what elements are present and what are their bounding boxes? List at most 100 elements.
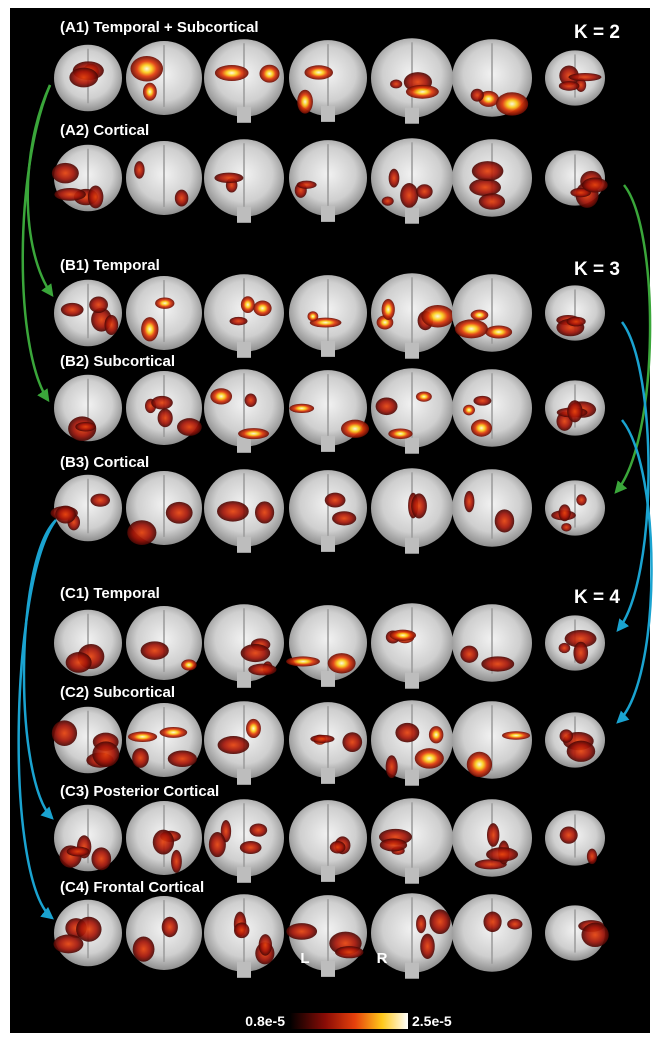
activation-blob [576, 494, 587, 506]
activation-blob [411, 493, 427, 519]
activation-blob [329, 841, 346, 854]
activation-blob [501, 731, 531, 740]
brainstem [405, 342, 419, 359]
activation-blob [385, 755, 398, 779]
activation-blob [558, 504, 571, 522]
activation-blob [381, 298, 395, 320]
activation-blob [66, 846, 90, 857]
activation-blob [246, 718, 261, 739]
brainstem [237, 436, 251, 453]
activation-blob [304, 65, 334, 80]
activation-blob [134, 161, 145, 179]
brainstem [321, 960, 335, 977]
activation-blob [558, 81, 580, 91]
row-label: (B3) Cortical [60, 454, 149, 471]
activation-blob [60, 302, 84, 317]
left-label: L [300, 950, 309, 967]
arrow [614, 184, 652, 494]
colorbar-max: 2.5e-5 [412, 1013, 452, 1029]
activation-blob [559, 65, 579, 86]
activation-blob [132, 936, 155, 962]
brainstem [321, 105, 335, 122]
colorbar [290, 1013, 408, 1029]
arrows [17, 84, 653, 920]
activation-blob [248, 663, 277, 676]
k-label: K = 2 [574, 22, 620, 43]
activation-blob [400, 183, 419, 208]
brainstem [405, 769, 419, 786]
brainstem [237, 768, 251, 785]
activation-blob [566, 316, 586, 327]
activation-blob [481, 656, 515, 672]
activation-blob [341, 419, 370, 438]
brainstem [321, 535, 335, 552]
activation-blob [249, 823, 268, 837]
brain-slices [50, 38, 609, 979]
activation-blob [573, 641, 589, 664]
activation-blob [567, 400, 583, 423]
row-label: (C3) Posterior Cortical [60, 783, 219, 800]
activation-blob [469, 178, 501, 197]
activation-blob [342, 732, 363, 753]
activation-blob [240, 643, 271, 663]
brainstem [405, 867, 419, 884]
activation-blob [69, 67, 99, 88]
activation-blob [581, 922, 609, 948]
arrow [616, 321, 650, 632]
activation-blob [151, 395, 173, 410]
activation-blob [181, 659, 197, 671]
activation-blob [420, 933, 435, 959]
activation-blob [217, 736, 250, 755]
activation-blob [466, 751, 493, 778]
activation-blob [161, 916, 178, 938]
activation-blob [561, 523, 572, 532]
activation-blob [76, 916, 102, 942]
row-label: (B2) Subcortical [60, 353, 175, 370]
activation-blob [415, 391, 432, 402]
activation-blob [233, 922, 250, 939]
activation-blob [51, 720, 78, 746]
activation-blob [214, 172, 244, 184]
activation-blob [389, 629, 417, 641]
activation-blob [486, 823, 500, 847]
activation-blob [559, 826, 578, 844]
activation-blob [54, 188, 86, 201]
activation-blob [507, 918, 523, 930]
activation-blob [416, 184, 433, 199]
activation-blob [582, 177, 608, 193]
activation-blob [586, 848, 598, 865]
brainstem [405, 537, 419, 554]
activation-blob [89, 296, 108, 313]
row-label: (C1) Temporal [60, 585, 160, 602]
activation-blob [92, 741, 120, 767]
arrow [17, 519, 57, 920]
activation-blob [405, 84, 439, 99]
activation-blob [471, 161, 504, 181]
brainstem [321, 340, 335, 357]
brainstem [405, 107, 419, 124]
brainstem [237, 961, 251, 978]
brainstem [237, 866, 251, 883]
activation-blob [575, 78, 587, 92]
row-label: (A1) Temporal + Subcortical [60, 19, 259, 36]
activation-blob [421, 305, 455, 328]
activation-blob [91, 847, 112, 871]
activation-blob [155, 297, 175, 309]
activation-blob [296, 180, 317, 189]
brainstem [405, 962, 419, 979]
brainstem [237, 671, 251, 688]
colorbar-min: 0.8e-5 [245, 1013, 285, 1029]
brainstem [405, 672, 419, 689]
k-label: K = 3 [574, 259, 620, 280]
activation-blob [157, 408, 173, 428]
activation-blob [141, 317, 159, 342]
brainstem [237, 341, 251, 358]
activation-blob [564, 629, 597, 648]
activation-blob [87, 185, 104, 209]
activation-blob [558, 642, 571, 654]
activation-blob [559, 729, 573, 743]
activation-blob [379, 838, 408, 852]
activation-blob [239, 840, 262, 855]
activation-blob [159, 726, 188, 738]
